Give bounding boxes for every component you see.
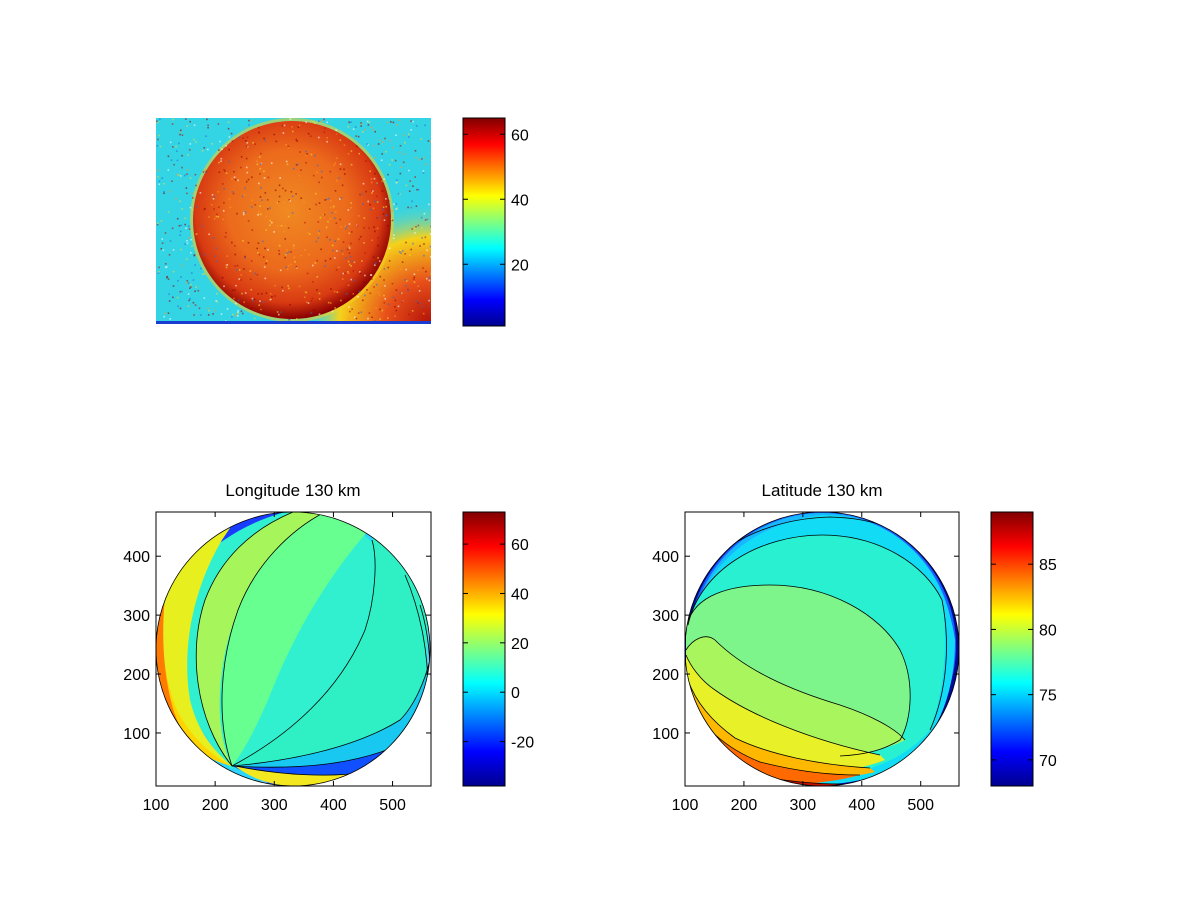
colorbar-gradient (462, 511, 506, 787)
solar-disk (193, 121, 391, 319)
disk-mask (156, 512, 431, 786)
colorbar-tick-label: 0 (511, 685, 520, 702)
latitude-panel: Latitude 130 km (652, 481, 1057, 814)
chart-title: Longitude 130 km (225, 481, 360, 500)
y-tick-label: 200 (123, 667, 150, 684)
x-tick-label: 100 (143, 797, 170, 814)
colorbar-gradient (462, 117, 506, 327)
disk-outline (156, 512, 431, 786)
contour-band (162, 513, 240, 766)
colorbar-tick-label: 80 (1039, 622, 1057, 639)
x-tick-label: 500 (907, 797, 934, 814)
x-tick-label: 300 (789, 797, 816, 814)
x-tick-label: 500 (379, 797, 406, 814)
x-tick-label: 400 (848, 797, 875, 814)
contour-band (232, 520, 428, 770)
contour-band (221, 512, 378, 766)
image-panel: 20 40 60 (156, 117, 529, 327)
colorbar-tick-label: 75 (1039, 688, 1057, 705)
axes-frame (684, 511, 960, 787)
x-tick-label: 300 (261, 797, 288, 814)
colorbar-gradient (990, 511, 1034, 787)
colorbar: 70 75 80 85 (990, 511, 1057, 787)
longitude-panel: Longitude 130 km (123, 481, 534, 814)
x-tick-label: 200 (202, 797, 229, 814)
y-tick-label: 400 (123, 549, 150, 566)
colorbar-tick-label: 40 (511, 586, 529, 603)
image-bottom-strip (156, 321, 431, 324)
colorbar: -20 0 20 40 60 (462, 511, 534, 787)
y-tick-label: 100 (123, 726, 150, 743)
colorbar-tick-label: 20 (511, 257, 529, 274)
colorbar-tick-label: 70 (1039, 753, 1057, 770)
x-tick-label: 100 (672, 797, 699, 814)
contour-band (196, 512, 325, 766)
y-tick-label: 300 (123, 608, 150, 625)
colorbar-tick-label: 40 (511, 192, 529, 209)
colorbar-tick-label: 60 (511, 127, 529, 144)
x-tick-label: 200 (731, 797, 758, 814)
contour-map (156, 512, 431, 786)
disk-mask (685, 512, 959, 786)
colorbar: 20 40 60 (462, 117, 529, 327)
colorbar-tick-label: 85 (1039, 557, 1057, 574)
x-tick-label: 400 (320, 797, 347, 814)
y-tick-label: 200 (652, 667, 679, 684)
contour-map (685, 512, 959, 786)
colorbar-tick-label: -20 (511, 735, 534, 752)
y-tick-label: 300 (652, 608, 679, 625)
y-tick-label: 400 (652, 549, 679, 566)
y-tick-label: 100 (652, 726, 679, 743)
axes-frame (155, 511, 432, 787)
colorbar-tick-label: 60 (511, 537, 529, 554)
chart-title: Latitude 130 km (762, 481, 883, 500)
image-noise (156, 118, 431, 322)
colorbar-tick-label: 20 (511, 636, 529, 653)
